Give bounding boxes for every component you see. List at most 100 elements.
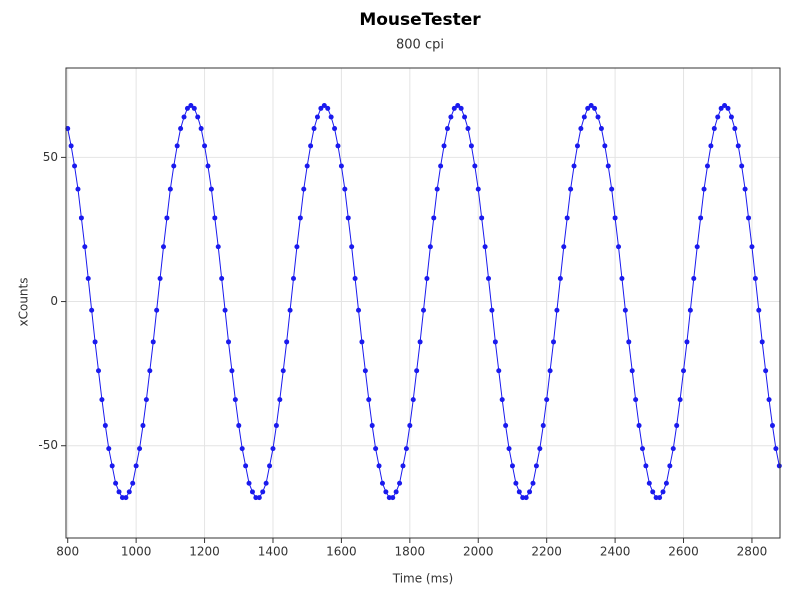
point [639,446,645,452]
point [554,307,560,313]
grid: 800 1000 1200 1400 1600 1800 2000 2200 2400 2600 2… [38,68,780,559]
point [85,275,91,281]
point [455,102,461,108]
point [592,105,598,111]
point [551,339,557,345]
point [663,480,669,486]
point [646,480,652,486]
point [150,339,156,345]
point [359,339,365,345]
point [332,126,338,132]
point [605,163,611,169]
point [167,186,173,192]
point [267,463,273,469]
point [715,114,721,120]
point [379,480,385,486]
point [263,480,269,486]
point [581,114,587,120]
point [585,105,591,111]
point [75,186,81,192]
point [643,463,649,469]
point [561,244,567,250]
chart-subtitle: 800 cpi [396,38,444,53]
x-tick-label: 1200 [189,545,220,559]
point [335,143,341,149]
point [161,244,167,250]
point [184,105,190,111]
point [393,489,399,495]
point [530,480,536,486]
point [622,307,628,313]
point [609,186,615,192]
point [434,186,440,192]
point [208,186,214,192]
point [711,126,717,132]
point [403,446,409,452]
point [612,215,618,221]
x-tick-label: 2400 [600,545,631,559]
point [123,495,129,501]
x-tick-label: 2000 [463,545,494,559]
point [133,463,139,469]
point [304,163,310,169]
point [297,215,303,221]
point [273,423,279,429]
point [520,495,526,501]
point [728,114,734,120]
point [756,307,762,313]
point [99,397,105,403]
point [212,215,218,221]
point [496,368,502,374]
point [759,339,765,345]
point [106,446,112,452]
point [130,480,136,486]
x-tick-label: 2600 [668,545,699,559]
point [499,397,505,403]
point [462,114,468,120]
point [291,275,297,281]
point [448,114,454,120]
x-axis-label: Time (ms) [392,572,454,586]
y-tick-label: -50 [38,438,58,452]
point [516,489,522,495]
point [564,215,570,221]
point [557,275,563,281]
plot-area [65,102,782,501]
point [444,126,450,132]
point [284,339,290,345]
chart-title: MouseTester [359,10,481,30]
point [338,163,344,169]
point [776,463,782,469]
point [722,102,728,108]
point [547,368,553,374]
point [109,463,115,469]
point [140,423,146,429]
point [602,143,608,149]
point [366,397,372,403]
point [386,495,392,501]
point [232,397,238,403]
point [270,446,276,452]
point [698,215,704,221]
x-tick-label: 1000 [121,545,152,559]
point [195,114,201,120]
point [674,423,680,429]
x-tick-label: 1600 [326,545,357,559]
point [468,143,474,149]
point [633,397,639,403]
point [376,463,382,469]
point [537,446,543,452]
point [249,489,255,495]
point [96,368,102,374]
point [427,244,433,250]
point [513,480,519,486]
point [421,307,427,313]
point [72,163,78,169]
point [533,463,539,469]
point [472,163,478,169]
point [345,215,351,221]
point [482,244,488,250]
point [626,339,632,345]
